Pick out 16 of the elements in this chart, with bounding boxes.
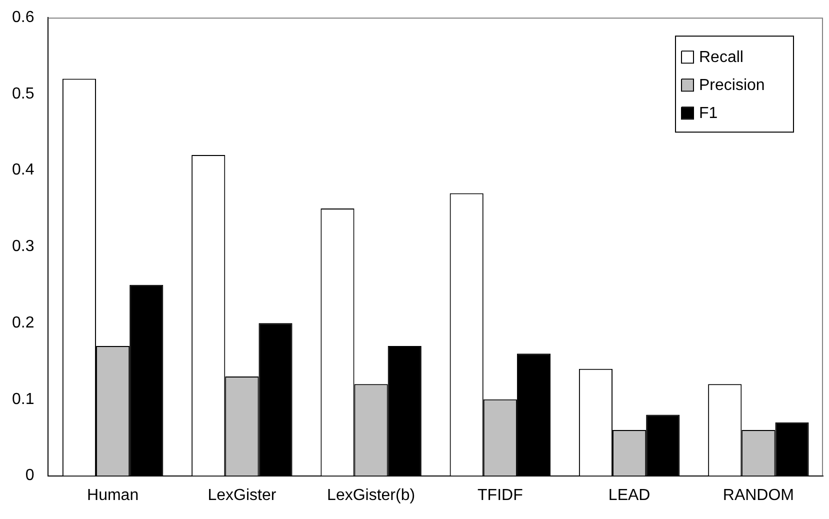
- x-tick-label: Human: [87, 486, 139, 504]
- x-tick-label: LEAD: [608, 486, 650, 504]
- y-tick-label: 0.4: [12, 162, 34, 179]
- y-tick-label: 0.3: [12, 238, 34, 256]
- y-tick-label: 0.5: [12, 85, 34, 102]
- legend-label: F1: [699, 105, 718, 122]
- y-tick-label: 0.1: [12, 390, 34, 408]
- y-tick-label: 0.6: [12, 9, 34, 26]
- x-tick-label: LexGister(b): [327, 486, 416, 504]
- x-tick-label: TFIDF: [478, 486, 524, 504]
- y-tick-label: 0.2: [12, 314, 34, 332]
- x-tick-label: LexGister: [208, 486, 277, 504]
- legend-label: Recall: [699, 49, 744, 66]
- y-tick-label: 0: [25, 467, 34, 484]
- x-tick-label: RANDOM: [722, 486, 794, 504]
- legend-label: Precision: [699, 77, 765, 94]
